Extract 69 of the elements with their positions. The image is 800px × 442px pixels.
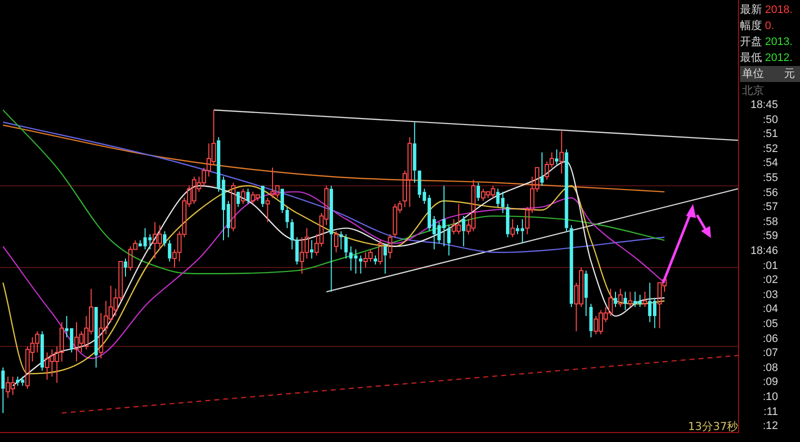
text: 13分37秒	[688, 419, 738, 434]
candlestick	[168, 240, 172, 262]
text: :01	[762, 258, 778, 273]
candlestick	[384, 242, 387, 274]
text: 2012.	[765, 51, 793, 65]
candlestick	[510, 218, 515, 238]
candlestick	[462, 216, 466, 247]
text: 幅度	[740, 19, 762, 33]
text: :03	[762, 288, 778, 302]
candlestick	[559, 130, 564, 174]
candlestick	[624, 291, 627, 310]
candlestick	[374, 254, 378, 266]
candlestick	[570, 224, 574, 308]
text: 18:45	[750, 98, 778, 112]
text: 开盘	[740, 35, 762, 49]
text: 2018.	[765, 3, 793, 17]
candlestick	[94, 306, 98, 368]
text: :08	[762, 360, 778, 375]
text: :51	[762, 127, 778, 142]
text: :04	[762, 302, 778, 316]
text: :54	[762, 156, 778, 170]
candlestick	[265, 197, 270, 223]
text: :05	[762, 317, 778, 331]
candlestick	[447, 224, 451, 256]
text: :06	[762, 332, 778, 346]
candlestick	[506, 203, 510, 238]
text: :55	[762, 171, 778, 185]
text: :57	[762, 200, 778, 214]
text: :02	[762, 273, 778, 288]
candlestick	[286, 206, 289, 229]
candlestick	[290, 218, 294, 250]
candlestick	[261, 186, 264, 208]
candlestick	[334, 230, 338, 253]
text: 最新	[740, 3, 762, 17]
candlestick	[40, 330, 44, 372]
candlestick	[1, 367, 5, 414]
text: :12	[762, 419, 778, 434]
text: 元	[784, 67, 795, 81]
text: 18:46	[750, 244, 778, 258]
text: :50	[762, 112, 778, 127]
text: :56	[762, 186, 778, 200]
candlestick	[555, 148, 558, 166]
candlestick	[310, 240, 314, 259]
candlestick	[236, 192, 240, 208]
text: :11	[764, 404, 778, 419]
candlestick	[280, 188, 284, 214]
candlestick	[163, 230, 166, 247]
candlestick	[584, 270, 588, 317]
text: :58	[762, 214, 778, 229]
text: 最低	[740, 51, 762, 65]
text: 2013.	[765, 35, 793, 49]
text: :52	[762, 142, 778, 156]
candlestick	[642, 291, 648, 308]
candlestick	[412, 122, 416, 184]
candlestick	[330, 185, 333, 292]
text: 单位	[742, 67, 764, 81]
candlestick	[618, 288, 623, 308]
candlestick	[476, 182, 480, 202]
text: :59	[762, 229, 778, 244]
candlestick	[359, 254, 362, 274]
text: :10	[762, 390, 778, 404]
text: 0.	[765, 19, 774, 33]
candlestick	[231, 182, 236, 232]
text: :09	[762, 375, 778, 390]
text: 北京	[742, 84, 764, 98]
candlestick	[388, 234, 392, 259]
candlestick	[339, 230, 343, 250]
text: :07	[762, 346, 778, 360]
candlestick	[628, 291, 632, 308]
